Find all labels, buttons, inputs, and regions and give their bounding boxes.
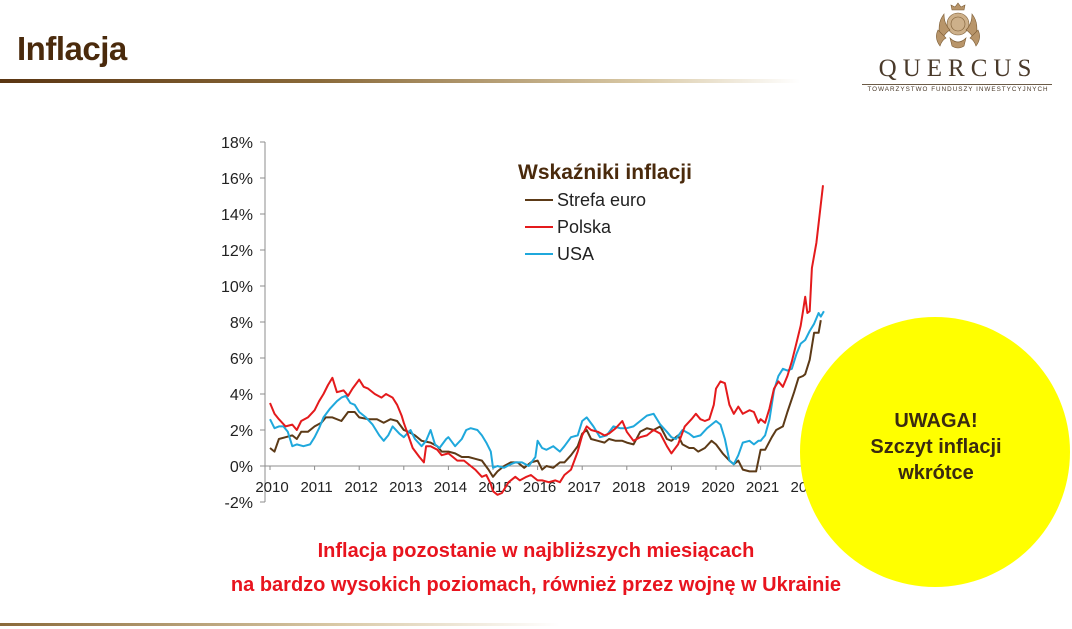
crest-icon xyxy=(936,2,980,49)
slide-title: Inflacja xyxy=(17,30,127,67)
y-tick-label: 18% xyxy=(221,135,253,152)
x-tick-label: 2017 xyxy=(568,479,601,496)
caption-line-2: na bardzo wysokich poziomach, również pr… xyxy=(230,574,842,596)
chart-series xyxy=(269,185,825,496)
bottom-divider xyxy=(0,623,560,626)
warning-line-1: UWAGA! xyxy=(894,410,978,432)
series-line-strefa-euro xyxy=(269,320,822,478)
x-tick-label: 2021 xyxy=(746,479,779,496)
y-tick-label: 2% xyxy=(230,423,253,440)
warning-line-3: wkrótce xyxy=(898,462,974,484)
chart-axes: -2% 0% 2% 4% 6% 8% 10% 12% 14% 16% 18% 2010 2011 2012… xyxy=(221,135,835,512)
x-tick-label: 2018 xyxy=(612,479,645,496)
legend-label: Polska xyxy=(557,217,612,237)
y-tick-label: 0% xyxy=(230,459,253,476)
x-tick-label: 2011 xyxy=(300,479,332,496)
y-tick-label: 14% xyxy=(221,207,253,224)
y-tick-label: 16% xyxy=(221,171,253,188)
y-tick-label: -2% xyxy=(225,495,253,512)
caption-line-1: Inflacja pozostanie w najbliższych miesi… xyxy=(317,540,755,562)
warning-text: UWAGA! Szczyt inflacji wkrótce xyxy=(800,408,1072,486)
x-tick-label: 2014 xyxy=(434,479,467,496)
y-tick-label: 6% xyxy=(230,351,253,368)
chart-legend: Wskaźniki inflacji Strefa euro Polska USA xyxy=(518,161,692,264)
x-tick-label: 2013 xyxy=(389,479,422,496)
series-line-polska xyxy=(269,185,824,496)
x-tick-label: 2012 xyxy=(345,479,378,496)
title-divider xyxy=(0,79,800,83)
logo-tagline: TOWARZYSTWO FUNDUSZY INWESTYCYJNYCH xyxy=(867,86,1049,93)
legend-label: USA xyxy=(557,244,594,264)
chart-title: Wskaźniki inflacji xyxy=(518,161,692,184)
logo-wordmark: QUERCUS xyxy=(878,55,1038,82)
y-tick-label: 10% xyxy=(221,279,253,296)
y-tick-label: 8% xyxy=(230,315,253,332)
x-tick-label: 2019 xyxy=(657,479,690,496)
legend-label: Strefa euro xyxy=(557,190,646,210)
warning-line-2: Szczyt inflacji xyxy=(870,436,1002,458)
quercus-logo: QUERCUS TOWARZYSTWO FUNDUSZY INWESTYCYJN… xyxy=(858,0,1058,100)
series-line-usa xyxy=(269,310,825,469)
warning-circle xyxy=(800,317,1070,587)
y-tick-label: 12% xyxy=(221,243,253,260)
y-tick-label: 4% xyxy=(230,387,253,404)
logo-divider xyxy=(862,84,1052,85)
x-tick-label: 2010 xyxy=(255,479,288,496)
x-tick-label: 2020 xyxy=(701,479,734,496)
x-tick-label: 2016 xyxy=(523,479,556,496)
